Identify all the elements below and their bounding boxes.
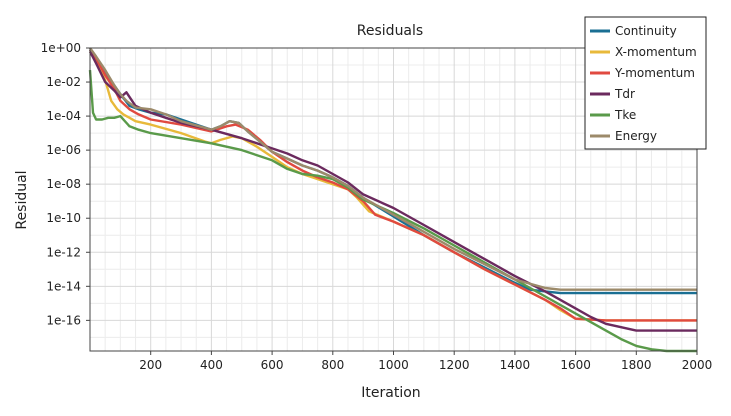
legend: Continuity X-momentum Y-momentum Tdr Tke Ener… <box>584 16 707 150</box>
x-axis-label: Iteration <box>361 385 420 401</box>
y-tick-label: 1e-08 <box>46 177 81 191</box>
legend-label-continuity: Continuity <box>615 24 677 38</box>
series-layer <box>88 47 697 353</box>
x-tick-label: 600 <box>261 358 284 372</box>
series-line-energy <box>89 47 697 291</box>
x-tick-label: 1200 <box>439 358 470 372</box>
y-tick-label: 1e-04 <box>46 109 81 123</box>
x-axis-ticks: 200 400 600 800 1000 1200 1400 1600 1800 2000 <box>139 351 712 372</box>
legend-label-y-momentum: Y-momentum <box>614 66 695 80</box>
x-tick-label: 1400 <box>500 358 531 372</box>
series-line-tke <box>88 70 697 353</box>
y-tick-label: 1e-02 <box>46 75 81 89</box>
x-tick-label: 1800 <box>621 358 652 372</box>
legend-label-tdr: Tdr <box>614 87 635 101</box>
x-tick-label: 200 <box>139 358 162 372</box>
x-tick-label: 1600 <box>560 358 591 372</box>
y-tick-label: 1e-16 <box>46 313 81 327</box>
legend-box <box>584 16 707 150</box>
y-axis-ticks: 1e+00 1e-02 1e-04 1e-06 1e-08 1e-10 1e-12 1e-14… <box>41 41 90 327</box>
x-tick-label: 400 <box>200 358 223 372</box>
y-axis-label: Residual <box>14 170 30 229</box>
x-tick-label: 1000 <box>378 358 409 372</box>
x-tick-label: 800 <box>321 358 344 372</box>
chart-title: Residuals <box>357 23 423 39</box>
legend-label-tke: Tke <box>614 108 636 122</box>
y-tick-label: 1e-12 <box>46 245 81 259</box>
series-line-tdr <box>88 50 697 332</box>
x-tick-label: 2000 <box>682 358 713 372</box>
legend-label-x-momentum: X-momentum <box>615 45 697 59</box>
y-tick-label: 1e+00 <box>41 41 81 55</box>
y-tick-label: 1e-06 <box>46 143 81 157</box>
y-tick-label: 1e-14 <box>46 279 81 293</box>
legend-label-energy: Energy <box>615 129 657 143</box>
y-tick-label: 1e-10 <box>46 211 81 225</box>
